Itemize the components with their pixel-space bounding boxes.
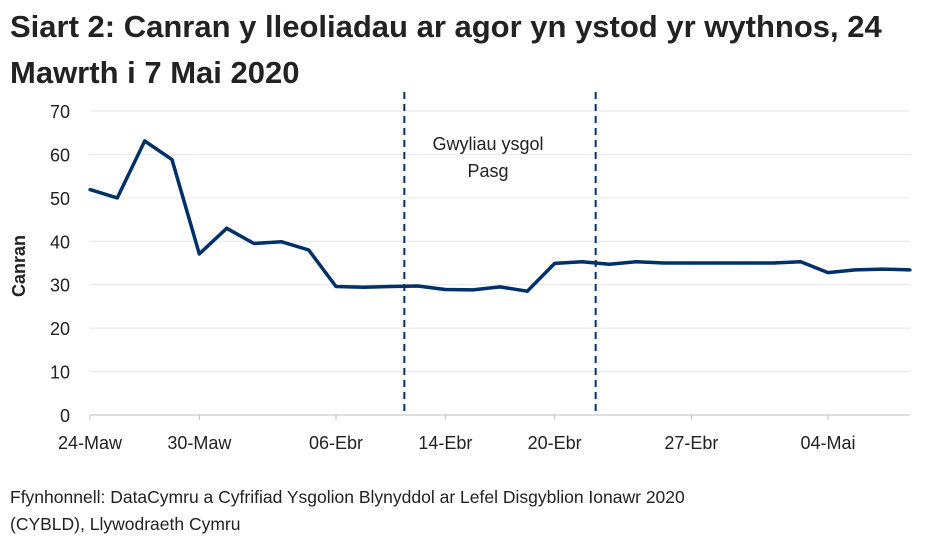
data-point (771, 261, 775, 265)
x-tick-label: 27-Ebr (664, 433, 718, 453)
y-tick-label: 10 (50, 363, 70, 383)
data-point (908, 268, 912, 272)
x-tick-label: 20-Ebr (528, 433, 582, 453)
data-point (443, 287, 447, 292)
data-point (88, 188, 92, 192)
data-point (635, 260, 639, 264)
y-tick-label: 0 (60, 406, 70, 426)
data-point (389, 284, 393, 289)
x-tick-label: 30-Maw (167, 433, 232, 453)
source-line-2: (CYBLD), Llywodraeth Cymru (10, 514, 241, 534)
y-tick-label: 20 (50, 319, 70, 339)
source-line-1: Ffynhonnell: DataCymru a Cyfrifiad Ysgol… (10, 487, 685, 507)
data-point (826, 270, 830, 275)
data-point (361, 285, 365, 289)
y-axis-label: Canran (9, 235, 29, 297)
x-tick-label: 06-Ebr (309, 433, 363, 453)
x-tick-label: 24-Maw (58, 433, 123, 453)
data-point (416, 284, 420, 288)
data-point (853, 268, 857, 272)
data-point (717, 261, 721, 265)
data-point (225, 226, 229, 230)
data-point (307, 248, 311, 252)
data-point (143, 139, 147, 143)
y-tick-label: 70 (50, 102, 70, 122)
data-point (498, 285, 502, 289)
y-tick-label: 60 (50, 145, 70, 165)
data-point (252, 241, 256, 246)
data-point (197, 252, 201, 256)
data-point (744, 261, 748, 265)
y-tick-label: 40 (50, 232, 70, 252)
data-point (471, 288, 475, 292)
data-point (689, 261, 693, 265)
y-tick-label: 30 (50, 276, 70, 296)
data-point (115, 196, 119, 200)
source-note: Ffynhonnell: DataCymru a Cyfrifiad Ysgol… (10, 484, 920, 538)
data-point (799, 260, 803, 264)
x-tick-label: 14-Ebr (418, 433, 472, 453)
x-tick-label: 04-Mai (800, 433, 855, 453)
data-point (525, 289, 529, 293)
chart-title: Siart 2: Canran y lleoliadau ar agor yn … (10, 9, 882, 90)
annotation-line-1: Gwyliau ysgol (432, 134, 543, 154)
data-point (607, 262, 611, 266)
data-point (662, 261, 666, 265)
annotation-line-2: Pasg (467, 161, 508, 181)
y-tick-label: 50 (50, 189, 70, 209)
data-point (580, 260, 584, 264)
data-point (279, 240, 283, 244)
data-point (553, 261, 557, 266)
data-point (170, 158, 174, 162)
data-point (881, 267, 885, 271)
data-point (334, 284, 338, 289)
